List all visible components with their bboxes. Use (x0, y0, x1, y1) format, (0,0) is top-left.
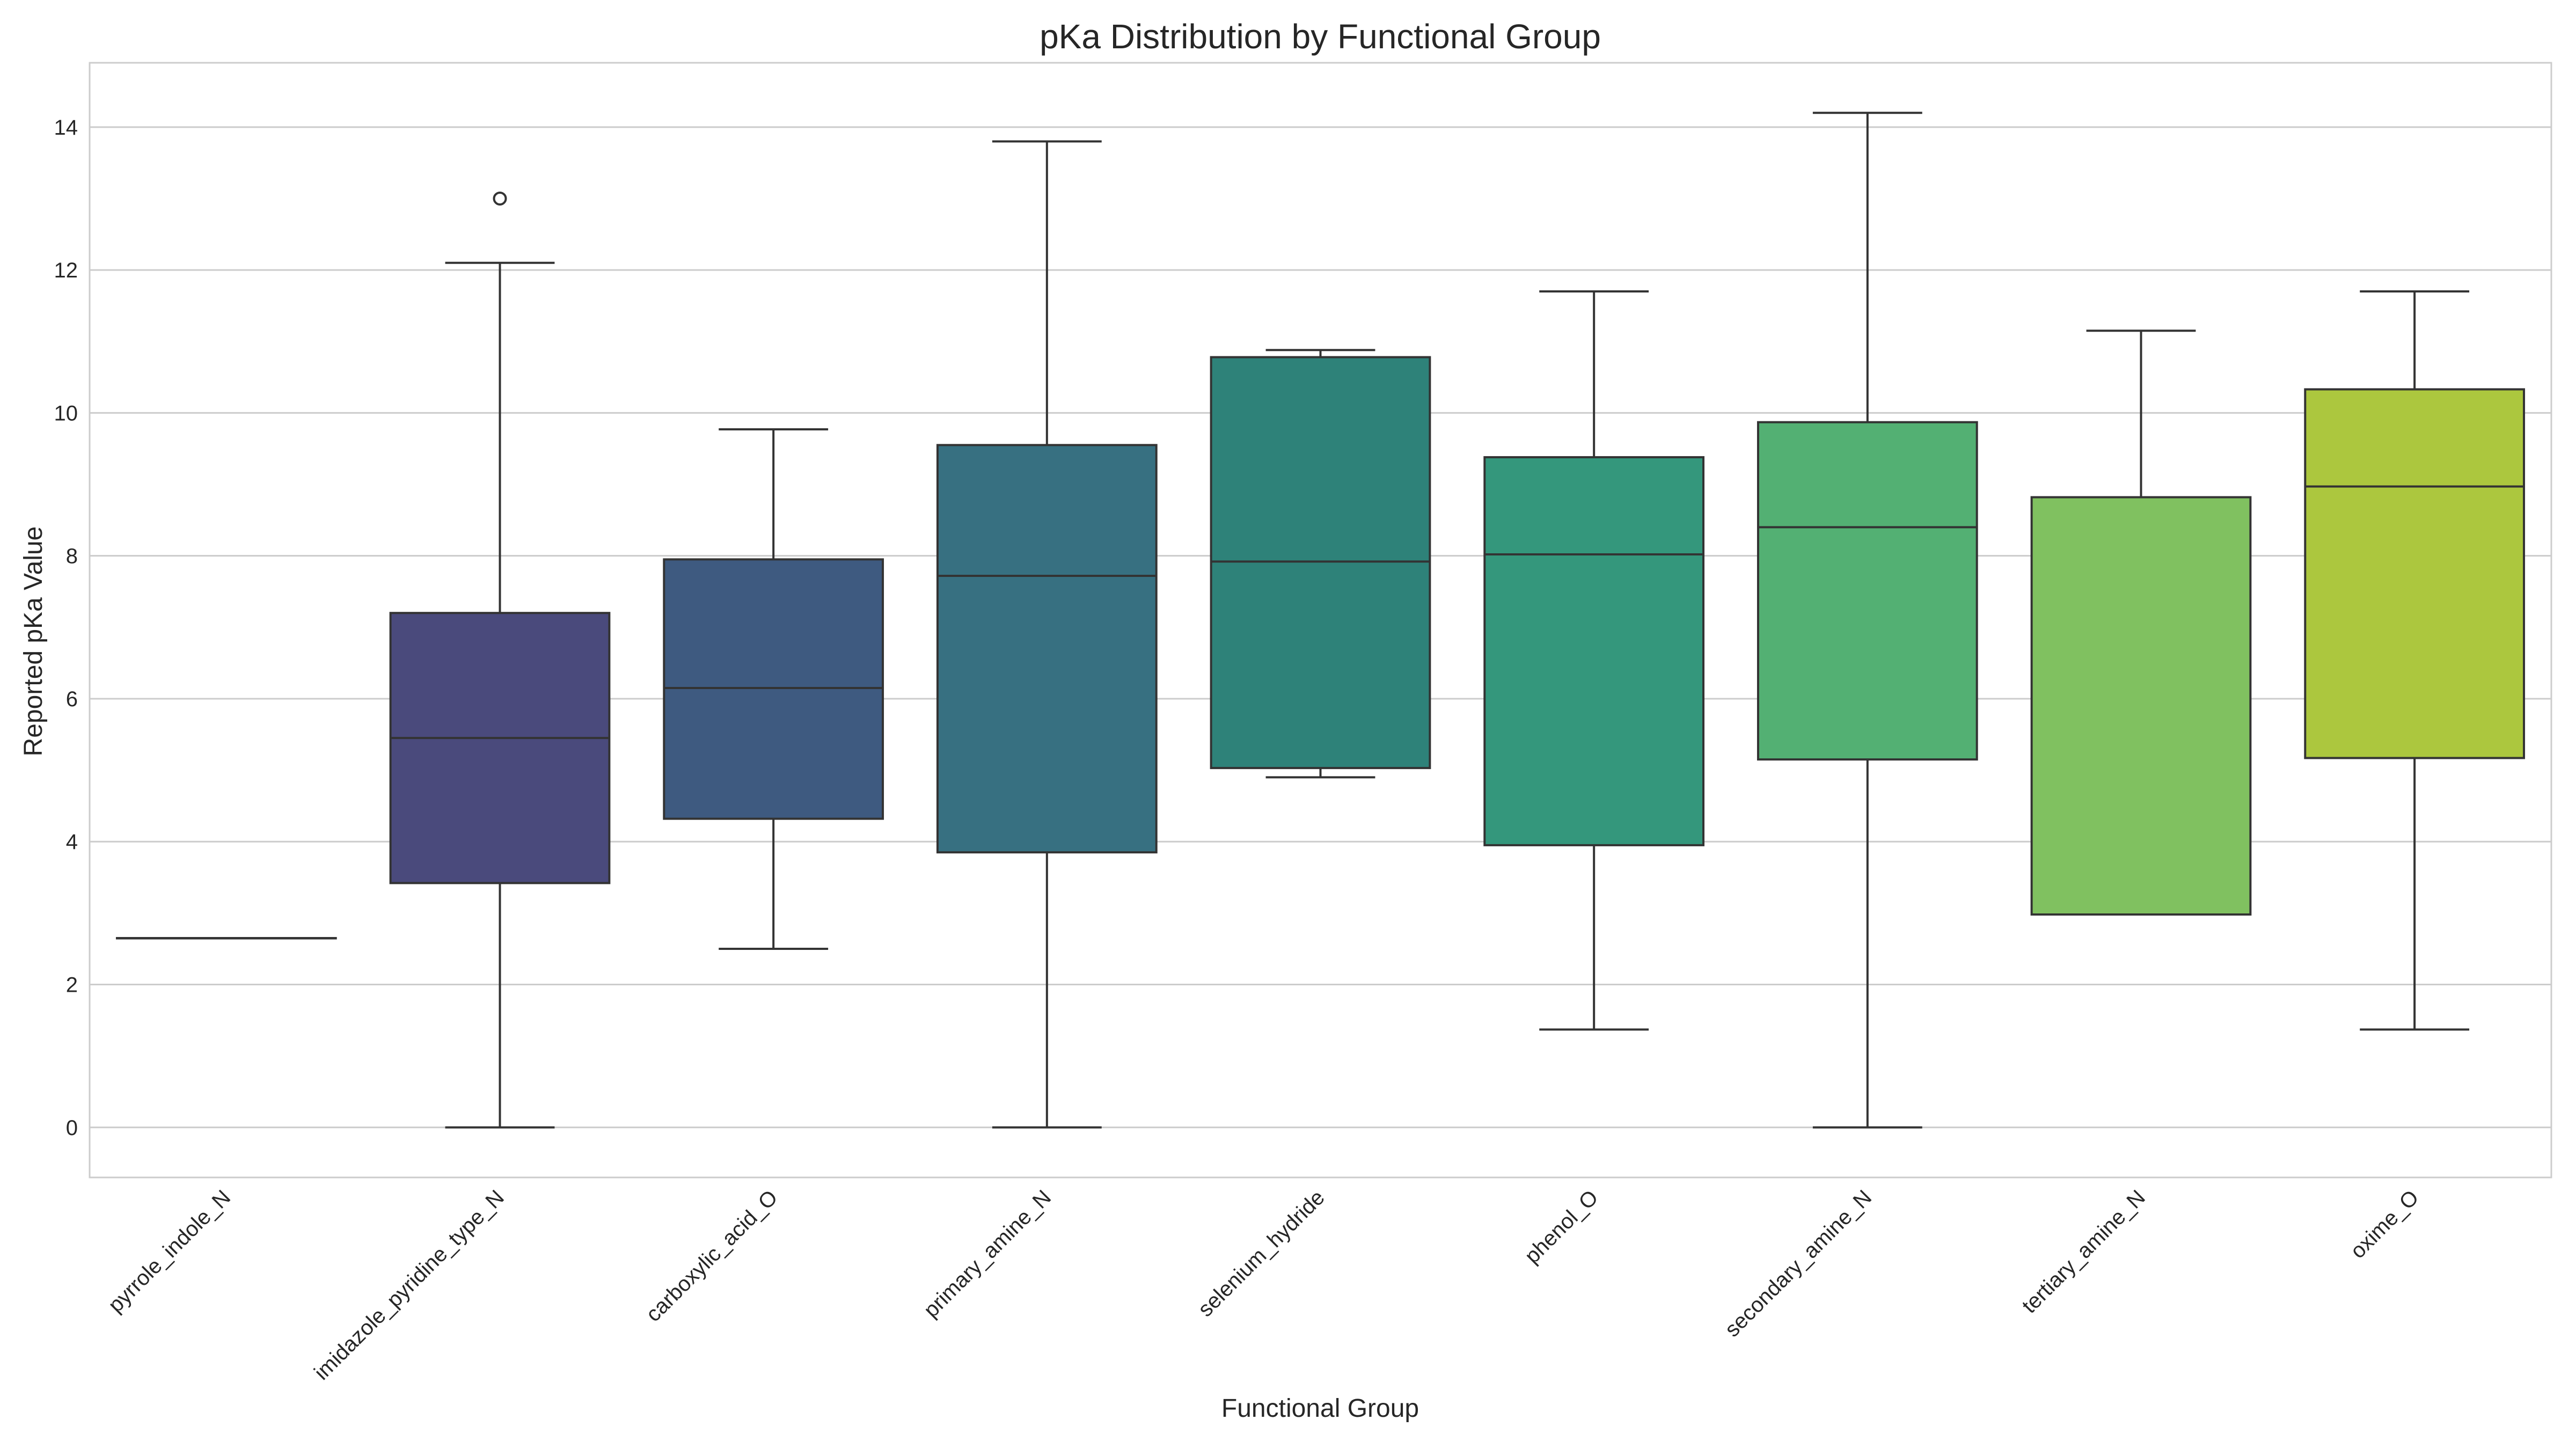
box-secondary_amine_N (1757, 112, 1978, 1129)
box-series (115, 112, 2526, 1129)
iqr-box (2030, 496, 2252, 916)
y-tick-label: 4 (66, 830, 78, 854)
x-axis-ticks: pyrrole_indole_N imidazole_pyridine_type_… (104, 1185, 2423, 1385)
x-tick-label: selenium_hydride (1194, 1185, 1329, 1321)
y-tick-label: 2 (66, 974, 78, 997)
y-tick-label: 14 (54, 116, 78, 140)
box-phenol_O (1483, 290, 1705, 1031)
chart-title: pKa Distribution by Functional Group (1040, 17, 1601, 56)
y-tick-label: 10 (54, 401, 78, 425)
box-pyrrole_indole_N (115, 936, 337, 940)
y-axis-label: Reported pKa Value (19, 526, 48, 757)
iqr-box (936, 444, 1158, 854)
box-imidazole_pyridine_type_N (389, 191, 611, 1129)
iqr-box (1483, 456, 1705, 846)
x-tick-label: carboxylic_acid_O (641, 1185, 782, 1326)
box-primary_amine_N (936, 140, 1158, 1129)
iqr-box (389, 612, 611, 884)
x-axis-label: Functional Group (1221, 1394, 1419, 1423)
x-tick-label: phenol_O (1520, 1185, 1603, 1268)
y-axis-ticks: 0 2 4 6 8 10 12 14 (54, 116, 78, 1140)
y-tick-label: 8 (66, 545, 78, 568)
outlier-point (493, 191, 507, 206)
y-tick-label: 12 (54, 259, 78, 282)
box-carboxylic_acid_O (663, 428, 884, 950)
x-tick-label: oxime_O (2346, 1185, 2423, 1263)
x-tick-label: pyrrole_indole_N (104, 1185, 235, 1317)
y-tick-label: 0 (66, 1116, 78, 1140)
box-tertiary_amine_N (2030, 330, 2252, 916)
plot-area (89, 62, 2552, 1179)
box-oxime_O (2304, 290, 2526, 1031)
box-selenium_hydride (1210, 349, 1431, 779)
x-tick-label: tertiary_amine_N (2017, 1185, 2149, 1318)
x-tick-label: secondary_amine_N (1721, 1185, 1877, 1342)
iqr-box (1757, 421, 1978, 761)
x-tick-label: primary_amine_N (919, 1185, 1056, 1322)
iqr-box (2304, 388, 2526, 759)
x-tick-label: imidazole_pyridine_type_N (310, 1185, 509, 1385)
y-tick-label: 6 (66, 687, 78, 711)
